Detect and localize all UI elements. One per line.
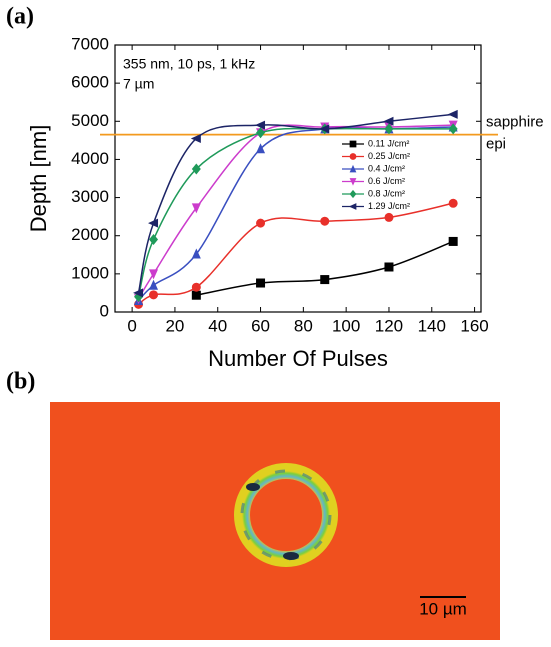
marker xyxy=(384,262,394,272)
marker xyxy=(383,116,394,126)
marker xyxy=(190,133,201,143)
x-tick-label: 140 xyxy=(418,316,446,335)
legend-marker xyxy=(349,189,357,199)
y-tick-label: 4000 xyxy=(71,149,109,168)
panel-label: (b) xyxy=(6,369,35,395)
marker xyxy=(256,127,266,139)
marker xyxy=(256,278,266,288)
y-tick-label: 1000 xyxy=(71,263,109,282)
marker xyxy=(448,123,458,135)
reference-label: sapphire xyxy=(486,114,544,131)
legend-marker xyxy=(349,164,357,173)
legend-marker xyxy=(348,203,357,210)
scale-bar-label: 10 µm xyxy=(419,599,467,618)
y-tick-label: 0 xyxy=(100,301,109,320)
marker xyxy=(320,216,330,226)
plot-frame xyxy=(114,44,482,313)
marker xyxy=(320,275,330,285)
marker xyxy=(256,218,266,228)
marker xyxy=(448,198,458,208)
x-tick-label: 40 xyxy=(208,316,227,335)
reference-label: epi xyxy=(486,136,506,153)
marker xyxy=(319,124,330,134)
marker xyxy=(191,282,201,292)
y-tick-label: 7000 xyxy=(71,34,109,53)
marker xyxy=(384,212,394,222)
x-tick-label: 60 xyxy=(251,316,270,335)
y-tick-label: 3000 xyxy=(71,187,109,206)
legend-label: 0.6 J/cm² xyxy=(368,176,405,186)
marker xyxy=(149,269,159,280)
x-tick-label: 0 xyxy=(127,316,136,335)
marker xyxy=(191,203,201,214)
marker xyxy=(191,163,201,175)
marker xyxy=(149,290,159,300)
y-axis-label: Depth [nm] xyxy=(26,125,51,233)
dark-spot xyxy=(283,552,299,560)
legend-label: 0.25 J/cm² xyxy=(368,151,410,161)
marker xyxy=(148,218,159,228)
dark-spot xyxy=(246,483,260,491)
x-axis-label: Number Of Pulses xyxy=(208,346,388,371)
legend-marker xyxy=(349,153,357,160)
legend-label: 0.8 J/cm² xyxy=(368,188,405,198)
legend-marker xyxy=(349,140,357,148)
legend-marker xyxy=(349,178,357,186)
x-tick-label: 120 xyxy=(375,316,403,335)
marker xyxy=(448,236,458,246)
panel-label: (a) xyxy=(6,4,34,30)
marker xyxy=(447,109,458,119)
marker xyxy=(149,234,159,246)
annotation: 7 µm xyxy=(123,76,154,92)
image-background xyxy=(50,402,500,640)
marker xyxy=(133,288,144,298)
micrograph: 10 µm xyxy=(50,402,500,640)
x-tick-label: 100 xyxy=(332,316,360,335)
marker xyxy=(149,279,159,290)
x-tick-label: 160 xyxy=(460,316,488,335)
x-tick-label: 20 xyxy=(165,316,184,335)
y-tick-label: 5000 xyxy=(71,111,109,130)
marker xyxy=(255,120,266,130)
marker xyxy=(191,290,201,300)
ring-detail xyxy=(240,469,332,561)
legend-label: 0.4 J/cm² xyxy=(368,163,405,173)
series-line xyxy=(138,202,454,306)
annotation: 355 nm, 10 ps, 1 kHz xyxy=(123,56,255,72)
x-tick-label: 80 xyxy=(294,316,313,335)
legend-label: 0.11 J/cm² xyxy=(368,138,409,148)
marker xyxy=(256,143,266,154)
marker xyxy=(191,248,201,259)
y-tick-label: 2000 xyxy=(71,225,109,244)
legend-label: 1.29 J/cm² xyxy=(368,201,410,211)
series-line xyxy=(196,240,454,296)
marker xyxy=(384,123,394,135)
plot: 0 1000 2000 3000 4000 5000 6000 7000 0 20 40 60 80 10… xyxy=(26,34,544,370)
y-tick-label: 6000 xyxy=(71,73,109,92)
